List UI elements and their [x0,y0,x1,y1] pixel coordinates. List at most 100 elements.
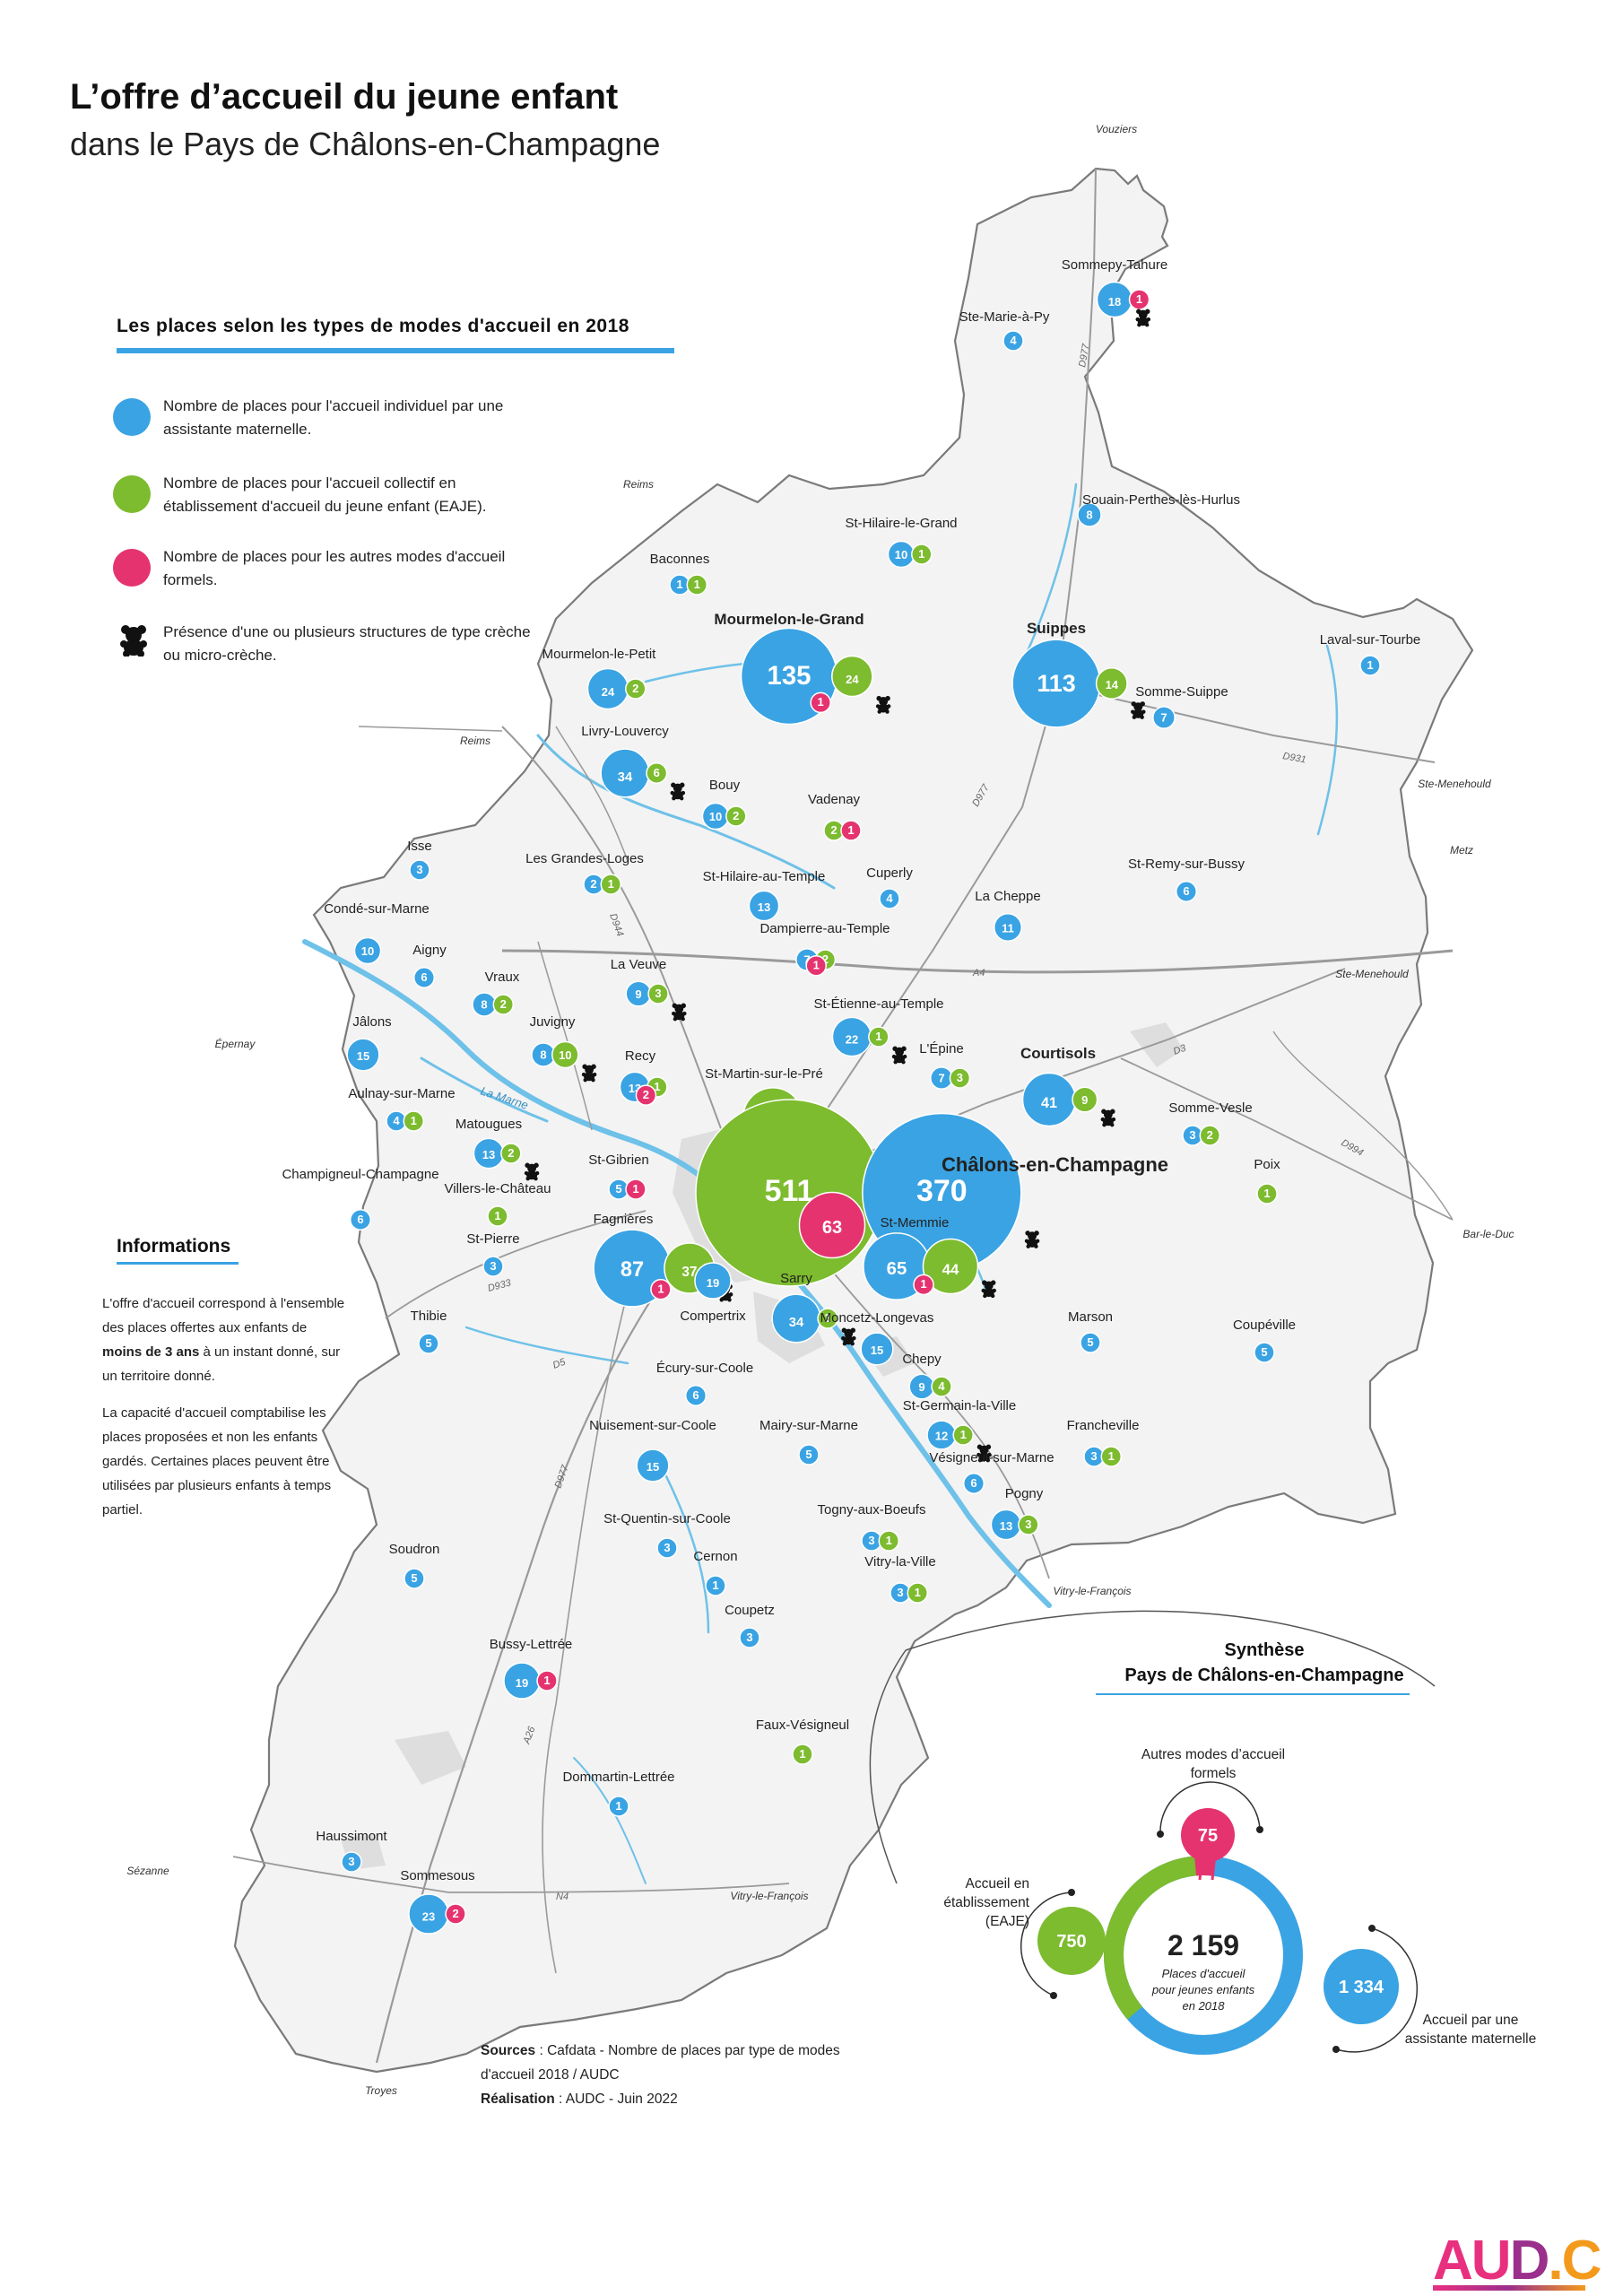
road-label-d3: D3 [1172,1042,1188,1057]
legend-title: Les places selon les types de modes d'ac… [117,316,629,336]
individuel-value: 2 [590,877,596,891]
individuel-value: 3 [746,1631,752,1644]
commune-juvigny: 8 10 Juvigny [530,1014,597,1083]
commune-st-etienne-au-temple: 22 1 St-Étienne-au-Temple [813,996,944,1065]
individuel-value: 10 [709,810,722,823]
individuel-value: 41 [1041,1095,1057,1111]
synthese-caption-3: en 2018 [1183,1999,1226,2013]
legend-item-collectif: Nombre de places pour l'accueil collecti… [113,472,527,522]
individuel-value: 12 [935,1430,948,1443]
individuel-bubble [860,1332,894,1366]
commune-label: L'Épine [919,1041,964,1057]
individuel-value: 34 [789,1316,804,1330]
commune-matougues: 13 2 Matougues [456,1117,540,1181]
collectif-bubble [792,1744,813,1765]
commune-label: Thibie [411,1309,447,1324]
autres-bubble [810,691,831,714]
individuel-value: 3 [664,1541,670,1554]
commune-label: Dampierre-au-Temple [759,921,890,936]
direction-label-ste-menehould: Ste-Menehould [1418,778,1491,790]
individuel-value: 24 [602,685,615,699]
direction-label-sezanne: Sézanne [126,1865,169,1877]
teddy-bear-icon [672,1003,687,1022]
commune-vadenay: 2 1 Vadenay [808,792,862,841]
teddy-bear-icon [976,1444,992,1463]
commune-label: Mourmelon-le-Petit [542,647,657,662]
commune-label: St-Memmie [881,1215,950,1231]
commune-cuperly: 4 Cuperly [866,865,913,909]
collectif-value: 1 [886,1534,892,1547]
collectif-bubble [831,655,873,698]
synthese-title: Synthèse Pays de Châlons-en-Champagne [1124,1640,1404,1685]
commune-ste-marie-a-py: 4 Ste-Marie-à-Py [959,309,1050,352]
autres-value: 1 [813,959,820,972]
autres-bubble [635,1084,657,1106]
collectif-value: 9 [1081,1093,1088,1107]
autres-value: 1 [632,1182,638,1196]
teddy-bear-icon [670,782,686,801]
commune-label: Courtisols [1020,1045,1096,1062]
collectif-bubble [725,805,747,827]
commune-st-remy-sur-bussy: 6 St-Remy-sur-Bussy [1128,857,1245,903]
teddy-bear-icon [120,625,147,657]
commune-label: Isse [407,839,432,854]
collectif-value: 10 [559,1048,571,1062]
autres-bubble [536,1670,558,1692]
collectif-value: 2 [733,809,739,822]
commune-chepy: 9 4 Chepy [902,1352,952,1400]
individuel-bubble [341,1851,362,1873]
collectif-bubble [907,1582,928,1604]
individuel-bubble [993,912,1023,943]
commune-label: St-Gibrien [588,1152,649,1168]
commune-thibie: 5 Thibie [411,1309,447,1354]
commune-label: Compertrix [680,1309,746,1324]
individuel-value: 5 [1261,1345,1267,1359]
direction-label-reims: Reims [623,478,654,491]
individuel-value: 10 [895,548,907,561]
individuel-value: 65 [887,1259,907,1279]
commune-st-hilaire-le-grand: 10 1 St-Hilaire-le-Grand [845,516,958,569]
page-title: L’offre d’accueil du jeune enfant [70,77,619,117]
autres-value: 2 [643,1088,649,1101]
collectif-value: 2 [500,997,507,1011]
road-label-d5: D5 [551,1356,568,1370]
legend-underline [117,348,674,353]
commune-sommesous: 23 2 Sommesous [400,1868,475,1935]
commune-label: St-Quentin-sur-Coole [603,1511,731,1526]
sources-block: Sources : Cafdata - Nombre de places par… [481,2043,840,2107]
autres-value: 1 [1136,292,1142,306]
commune-st-hilaire-au-temple: 13 St-Hilaire-au-Temple [703,869,825,922]
legend-item-individuel: Nombre de places pour l'accueil individu… [113,395,527,445]
commune-label: Dommartin-Lettrée [562,1770,674,1785]
individuel-value: 4 [1010,334,1017,347]
individuel-value: 3 [348,1855,354,1868]
territory-outline [233,167,1474,2074]
individuel-bubble [879,888,900,909]
page-subtitle: dans le Pays de Châlons-en-Champagne [70,126,661,162]
donut-collectif [1104,1856,1197,2020]
commune-label: Matougues [456,1117,522,1132]
collectif-value: 6 [654,766,660,779]
commune-somme-suippe: 7 Somme-Suippe [1135,684,1228,729]
collectif-bubble [551,1040,579,1069]
collectif-value: 1 [799,1747,805,1761]
commune-aulnay-sur-marne: 4 1 Aulnay-sur-Marne [348,1086,456,1132]
commune-mairy-sur-marne: 5 Mairy-sur-Marne [759,1418,858,1465]
individuel-bubble [1152,706,1176,729]
individuel-bubble [349,1208,372,1231]
individuel-value: 5 [805,1448,812,1461]
autres-bubble [625,1178,647,1200]
synthese-caption-2: pour jeunes enfants [1151,1983,1255,1996]
individuel-bubble [1002,330,1024,352]
commune-label: Suippes [1027,620,1086,637]
commune-label: Sarry [780,1271,812,1286]
individuel-value: 6 [357,1213,363,1226]
commune-label: Recy [625,1048,656,1064]
commune-label: Les Grandes-Loges [525,851,644,866]
communes-layer: 18 1Sommepy-Tahure4Ste-Marie-à-Py8Souain-… [282,257,1420,1935]
direction-label-vitry-le-francois: Vitry-le-François [730,1890,808,1902]
individuel-bubble [636,1448,670,1483]
commune-st-germain-la-ville: 12 1 St-Germain-la-Ville [903,1398,1016,1463]
eaje-value: 750 [1056,1932,1086,1952]
